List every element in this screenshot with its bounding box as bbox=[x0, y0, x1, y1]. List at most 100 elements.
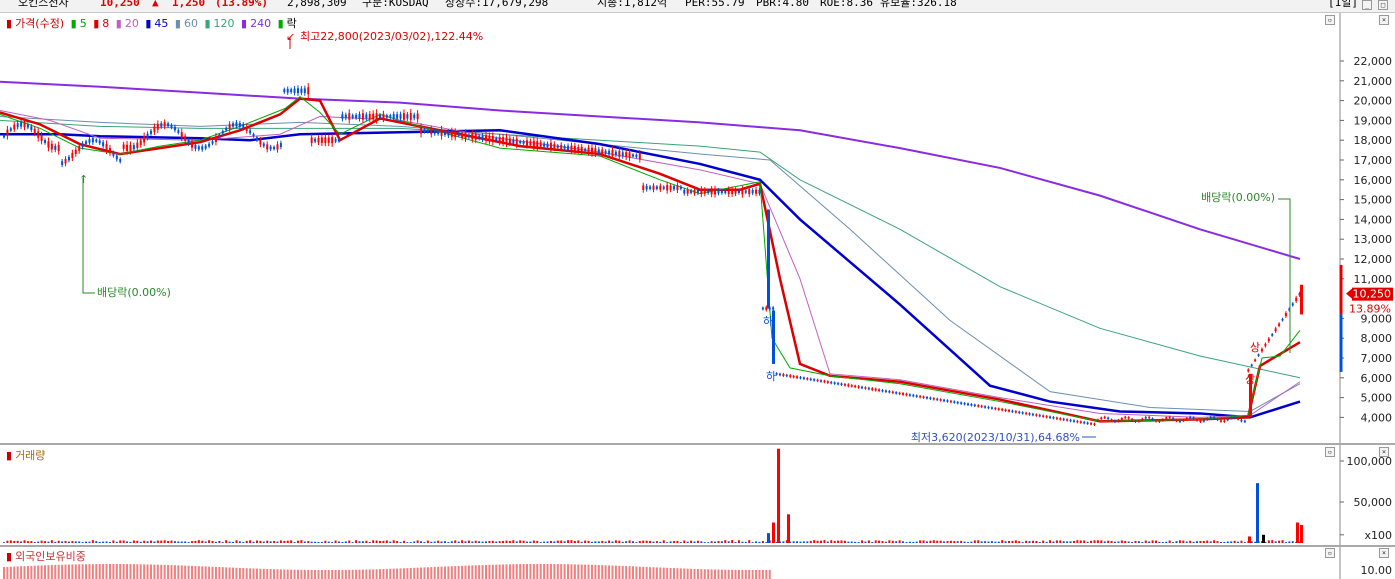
price-chart[interactable]: 22,000 21,000 20,000 19,000 18,000 17,000 16,0… bbox=[0, 13, 1395, 443]
candle-body bbox=[389, 115, 392, 118]
volume-bar bbox=[539, 542, 542, 543]
volume-bar bbox=[1199, 540, 1202, 543]
candle-body bbox=[310, 137, 313, 144]
candle-body bbox=[1083, 421, 1086, 424]
maximize-icon[interactable]: □ bbox=[1378, 0, 1388, 10]
candle-body bbox=[590, 147, 593, 154]
foreign-bar bbox=[9, 566, 12, 579]
foreign-bar bbox=[132, 564, 135, 579]
minimize-icon[interactable]: _ bbox=[1362, 0, 1372, 10]
pane-divider[interactable] bbox=[0, 443, 1395, 445]
volume-bar bbox=[440, 541, 443, 543]
foreign-bar bbox=[372, 569, 375, 579]
foreign-chart[interactable]: 10.00 bbox=[0, 547, 1395, 579]
candle-body bbox=[307, 87, 310, 95]
ma240-line bbox=[0, 80, 1301, 260]
candle-body bbox=[1206, 418, 1209, 420]
candle-body bbox=[649, 186, 652, 189]
volume-close-icon[interactable]: × bbox=[1379, 447, 1389, 457]
volume-bar bbox=[1042, 540, 1045, 543]
volume-bar bbox=[628, 540, 631, 543]
volume-bar bbox=[160, 540, 163, 543]
candle-body bbox=[939, 399, 942, 401]
volume-bar bbox=[707, 542, 710, 543]
foreign-bar bbox=[652, 567, 655, 579]
pane-divider-2[interactable] bbox=[0, 545, 1395, 547]
candle-body bbox=[3, 135, 5, 138]
candle-body bbox=[177, 130, 180, 133]
foreign-bar bbox=[597, 565, 600, 579]
price-tick-label: 16,000 bbox=[1354, 174, 1393, 187]
volume-bar bbox=[1206, 540, 1209, 543]
foreign-bar bbox=[95, 564, 98, 579]
candle-body bbox=[85, 141, 88, 145]
volume-bar bbox=[748, 540, 751, 543]
volume-bar bbox=[963, 541, 966, 543]
period-selector[interactable]: [1일] bbox=[1328, 0, 1358, 9]
volume-bar bbox=[785, 540, 788, 543]
pane-settings-icon[interactable]: ▫ bbox=[1325, 15, 1335, 25]
volume-bar bbox=[324, 540, 327, 543]
candle-body bbox=[652, 185, 655, 190]
foreign-bar bbox=[88, 564, 91, 579]
volume-bar bbox=[64, 540, 67, 543]
volume-bar bbox=[102, 541, 105, 543]
candle-body bbox=[478, 135, 481, 139]
foreign-bar bbox=[423, 567, 426, 579]
candle-body bbox=[71, 152, 74, 158]
candle-body bbox=[1158, 420, 1161, 423]
volume-bar bbox=[173, 541, 176, 543]
foreign-bar bbox=[20, 566, 23, 579]
pane-close-icon[interactable]: × bbox=[1379, 15, 1389, 25]
current-price-arrow bbox=[1346, 288, 1352, 299]
candle-body bbox=[1295, 297, 1298, 301]
foreign-settings-icon[interactable]: ▫ bbox=[1325, 548, 1335, 558]
volume-settings-icon[interactable]: ▫ bbox=[1325, 447, 1335, 457]
volume-chart[interactable]: 100,000 50,000 x100 bbox=[0, 445, 1395, 545]
volume-bar bbox=[977, 540, 980, 543]
foreign-bar bbox=[389, 568, 392, 579]
legend-ma20-icon: ▮ bbox=[115, 17, 122, 30]
volume-bar bbox=[300, 540, 303, 543]
foreign-pane[interactable]: 10.00 ▮ 외국인보유비중 ▫ × bbox=[0, 547, 1395, 579]
foreign-bar bbox=[50, 565, 53, 579]
volume-bar bbox=[741, 541, 744, 543]
price-pane[interactable]: 22,000 21,000 20,000 19,000 18,000 17,000 16,0… bbox=[0, 13, 1395, 443]
volume-bar bbox=[61, 541, 64, 543]
foreign-bar bbox=[768, 569, 771, 579]
foreign-bar bbox=[129, 564, 132, 579]
candle-body bbox=[361, 113, 364, 120]
candle-body bbox=[737, 190, 740, 194]
candle-body bbox=[693, 189, 696, 194]
volume-bar bbox=[1254, 541, 1257, 543]
volume-pane[interactable]: 100,000 50,000 x100 ▮ 거래량 ▫ × bbox=[0, 445, 1395, 545]
volume-bar bbox=[197, 540, 200, 543]
candle-body bbox=[276, 144, 279, 150]
candle-body bbox=[1151, 418, 1154, 420]
candle-body bbox=[1127, 417, 1130, 419]
volume-bar bbox=[365, 540, 368, 543]
foreign-bar bbox=[214, 566, 217, 579]
foreign-bar bbox=[119, 564, 122, 579]
volume-bar bbox=[594, 541, 597, 543]
price-tick-label: 18,000 bbox=[1354, 134, 1393, 147]
candle-body bbox=[1131, 418, 1134, 421]
foreign-bar bbox=[303, 569, 306, 579]
volume-bar bbox=[820, 540, 823, 543]
foreign-close-icon[interactable]: × bbox=[1379, 548, 1389, 558]
candle-body bbox=[970, 404, 973, 406]
foreign-bar bbox=[16, 566, 19, 579]
candle-body bbox=[902, 393, 905, 395]
candle-body bbox=[594, 148, 597, 154]
foreign-bar bbox=[761, 569, 764, 579]
foreign-bar bbox=[57, 564, 60, 579]
volume-bar bbox=[279, 540, 282, 543]
candle-body bbox=[1243, 420, 1246, 423]
foreign-bar bbox=[81, 564, 84, 579]
candle-body bbox=[221, 130, 224, 134]
candle-body bbox=[621, 152, 624, 157]
candle-body bbox=[245, 126, 248, 131]
foreign-bar bbox=[54, 564, 57, 579]
foreign-bar bbox=[416, 567, 419, 579]
volume-bar bbox=[508, 540, 511, 543]
